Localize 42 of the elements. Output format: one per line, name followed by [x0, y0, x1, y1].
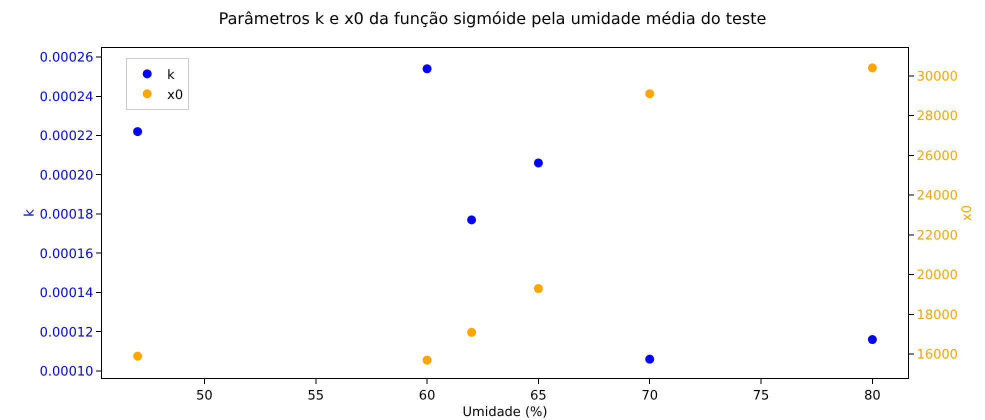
y2-tick-label: 16000 [916, 348, 958, 363]
point [645, 354, 654, 364]
x-tick-label: 75 [752, 388, 770, 404]
x-axis-title: Umidade (%) [462, 405, 548, 420]
y2-axis-title: x0 [960, 205, 975, 221]
y2-tick-label: 30000 [916, 69, 958, 84]
legend-label: k [167, 68, 176, 83]
point [467, 215, 476, 224]
point [868, 63, 877, 72]
y-tick-label: 0.00024 [40, 90, 94, 105]
y-tick-label: 0.00022 [40, 129, 94, 144]
y2-tick-label: 20000 [916, 268, 958, 284]
x-tick-label: 55 [307, 388, 324, 404]
point [868, 335, 877, 344]
y-tick-label: 0.00010 [40, 364, 94, 380]
y-tick-label: 0.00018 [40, 208, 94, 223]
x-tick-label: 80 [864, 388, 881, 404]
y-tick-label: 0.00012 [40, 325, 94, 340]
point [534, 284, 543, 294]
y2-tick-label: 28000 [916, 109, 958, 124]
y2-tick-label: 26000 [916, 148, 958, 164]
y-tick-label: 0.00016 [40, 246, 94, 262]
point [467, 328, 476, 337]
point [422, 356, 432, 365]
point [534, 158, 543, 168]
y-tick-label: 0.00020 [40, 168, 94, 184]
point [133, 352, 142, 361]
point [133, 127, 142, 136]
point [645, 89, 654, 98]
x-tick-label: 70 [641, 388, 658, 404]
y-tick-label: 0.00014 [40, 286, 94, 302]
chart-title: Parâmetros k e x0 da função sigmóide pela umidade média do teste [218, 8, 766, 28]
y2-tick-label: 24000 [916, 188, 958, 204]
x-tick-label: 50 [196, 388, 213, 404]
x-tick-label: 65 [530, 388, 547, 404]
legend-label: x0 [167, 88, 184, 103]
y-axis-title: k [22, 208, 38, 217]
x-tick-label: 60 [418, 388, 436, 404]
y-tick-label: 0.00026 [40, 50, 94, 66]
point [422, 64, 432, 74]
y2-tick-label: 22000 [916, 228, 958, 244]
y2-tick-label: 18000 [916, 308, 958, 323]
